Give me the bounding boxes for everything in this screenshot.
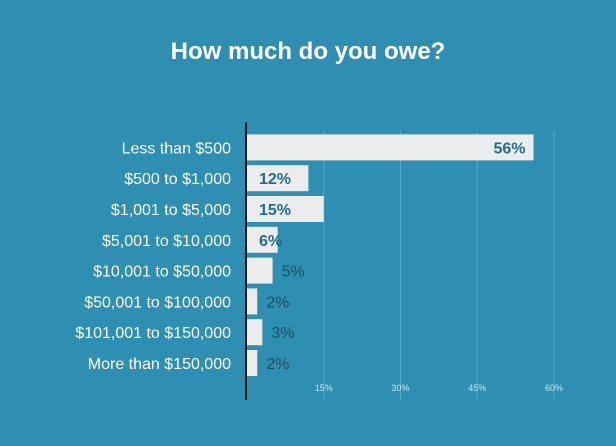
category-label-3: $5,001 to $10,000 [102, 233, 231, 250]
bar-0 [247, 134, 534, 161]
value-label-2: 15% [259, 202, 291, 219]
value-label-0: 56% [494, 140, 526, 157]
x-tick-label-15: 15% [315, 383, 333, 393]
x-tick-label-45: 45% [468, 383, 486, 393]
bar-4 [247, 257, 273, 284]
bar-1 [247, 165, 309, 192]
category-label-2: $1,001 to $5,000 [111, 202, 231, 219]
value-label-1: 12% [259, 171, 291, 188]
bar-5 [247, 288, 258, 315]
category-label-5: $50,001 to $100,000 [84, 294, 231, 311]
bar-6 [247, 319, 263, 346]
category-label-6: $101,001 to $150,000 [75, 325, 231, 342]
x-tick-label-60: 60% [545, 383, 563, 393]
x-tick-label-30: 30% [391, 383, 409, 393]
category-label-7: More than $150,000 [88, 356, 231, 373]
value-label-5: 2% [266, 294, 289, 311]
value-label-3: 6% [259, 233, 282, 250]
value-label-4: 5% [282, 264, 305, 281]
bar-2 [247, 196, 324, 222]
category-label-1: $500 to $1,000 [124, 171, 231, 188]
category-label-0: Less than $500 [122, 140, 232, 157]
chart-title: How much do you owe? [170, 38, 446, 65]
bar-3 [247, 226, 278, 253]
bar-7 [247, 350, 258, 376]
category-label-4: $10,001 to $50,000 [93, 264, 231, 281]
value-label-6: 3% [271, 325, 294, 342]
value-label-7: 2% [266, 356, 289, 373]
